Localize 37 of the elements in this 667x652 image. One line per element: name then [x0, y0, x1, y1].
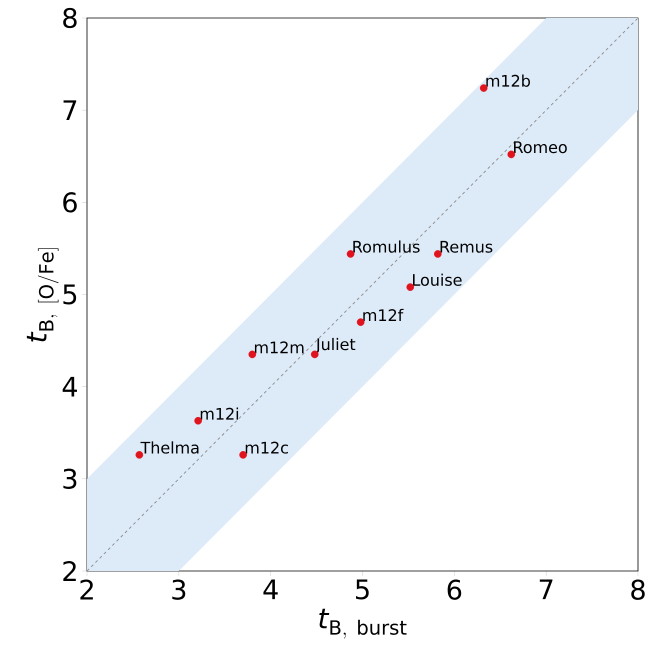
point [248, 350, 256, 358]
y-axis-title: $\mathit{t}_{\mathrm{B,\ [O/Fe]}}$ [26, 248, 59, 342]
point [346, 250, 354, 258]
y-tick-label: 7 [64, 100, 76, 120]
x-tick-label: 4 [263, 580, 278, 600]
annotation: m12f [363, 308, 404, 321]
point [356, 318, 364, 326]
annotation: Louise [413, 274, 462, 286]
x-tick-label: 8 [631, 580, 645, 600]
y-tick-label: 6 [63, 192, 77, 212]
annotation: m12m [254, 341, 304, 354]
x-tick-label: 3 [172, 580, 186, 600]
y-tick-label: 5 [63, 284, 76, 304]
y-tick-label: 4 [62, 376, 77, 396]
annotation: m12b [486, 74, 530, 87]
x-tick-label: 7 [540, 580, 552, 600]
point [434, 250, 442, 258]
y-tick-label: 2 [63, 561, 76, 581]
x-tick-label: 6 [448, 580, 462, 600]
point [194, 416, 202, 425]
annotation: m12c [246, 442, 288, 454]
point [507, 150, 516, 158]
point [310, 350, 319, 358]
point [480, 84, 488, 92]
x-axis-title: $\mathit{t}_{\mathrm{B,\ burst}}$ [319, 608, 407, 639]
x-tick-label: 5 [356, 580, 369, 600]
annotation: Remus [440, 240, 492, 253]
annotation: Thelma [140, 441, 198, 454]
y-tick-label: 8 [63, 8, 77, 28]
annotation: m12i [200, 407, 238, 420]
y-tick-label: 3 [63, 468, 76, 489]
point [239, 451, 247, 459]
annotation: Romeo [514, 141, 567, 154]
annotation: Juliet [315, 338, 356, 354]
annotation: Romulus [353, 240, 420, 253]
x-tick-label: 2 [80, 580, 93, 600]
point [406, 283, 414, 291]
